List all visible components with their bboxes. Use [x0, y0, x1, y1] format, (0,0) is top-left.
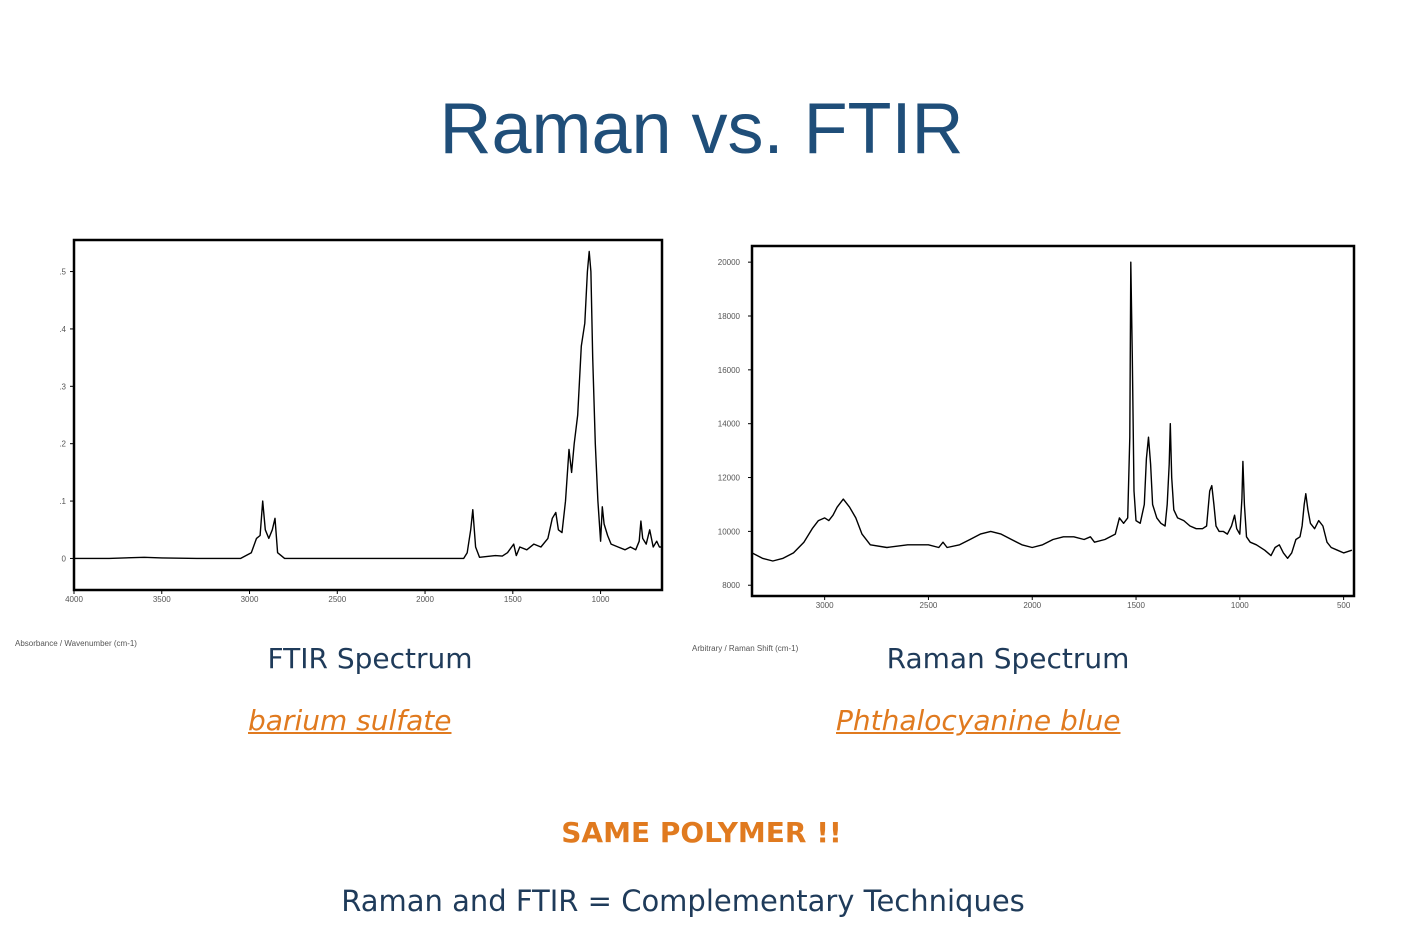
slide-title: Raman vs. FTIR — [439, 89, 964, 169]
ftir-y-tick-label: .1 — [59, 497, 66, 506]
ftir-y-tick-label: .4 — [59, 325, 66, 334]
ftir-y-tick-label: 0 — [62, 554, 67, 563]
ftir-axis-note: Absorbance / Wavenumber (cm-1) — [15, 639, 137, 648]
raman-chart: 3000 2500 2000 1500 1000 500 8000 10000 12000 140… — [718, 244, 1356, 610]
ftir-x-tick-label: 1500 — [504, 595, 522, 604]
raman-y-tick-label: 16000 — [718, 366, 741, 375]
raman-caption: Raman Spectrum — [886, 642, 1130, 675]
raman-y-tick-label: 14000 — [718, 420, 741, 429]
raman-y-tick-label: 18000 — [718, 312, 741, 321]
raman-x-tick-label: 2000 — [1023, 601, 1041, 610]
same-polymer-note: SAME POLYMER !! — [561, 816, 842, 849]
raman-y-tick-label: 8000 — [722, 581, 740, 590]
ftir-x-tick-label: 2500 — [328, 595, 346, 604]
ftir-x-tick-label: 2000 — [416, 595, 434, 604]
ftir-x-tick-label: 3000 — [241, 595, 259, 604]
ftir-y-tick-label: .5 — [59, 268, 66, 277]
ftir-sample-link[interactable]: barium sulfate — [248, 704, 452, 737]
raman-axis-note: Arbitrary / Raman Shift (cm-1) — [692, 644, 799, 653]
raman-x-tick-label: 500 — [1337, 601, 1351, 610]
raman-spectrum-line — [751, 261, 1353, 562]
ftir-spectrum-line — [74, 250, 662, 560]
raman-x-tick-label: 2500 — [920, 601, 938, 610]
ftir-chart: 4000 3500 3000 2500 2000 1500 1000 0 .1 .2 .3 .4 .5 — [59, 238, 664, 604]
raman-sample-link[interactable]: Phthalocyanine blue — [836, 704, 1121, 737]
raman-plot-frame — [750, 244, 1356, 598]
raman-y-tick-label: 10000 — [718, 527, 741, 536]
ftir-x-tick-label: 1000 — [592, 595, 610, 604]
ftir-x-tick-label: 4000 — [65, 595, 83, 604]
ftir-y-tick-label: .3 — [59, 382, 66, 391]
ftir-x-tick-label: 3500 — [153, 595, 171, 604]
raman-y-tick-label: 20000 — [718, 258, 741, 267]
footer-text: Raman and FTIR = Complementary Technique… — [341, 884, 1025, 918]
raman-x-tick-label: 1000 — [1231, 601, 1249, 610]
ftir-caption: FTIR Spectrum — [267, 642, 473, 675]
raman-x-tick-label: 1500 — [1127, 601, 1145, 610]
raman-x-tick-label: 3000 — [816, 601, 834, 610]
ftir-plot-frame — [72, 238, 664, 592]
raman-y-tick-label: 12000 — [718, 474, 741, 483]
ftir-y-tick-label: .2 — [59, 440, 66, 449]
